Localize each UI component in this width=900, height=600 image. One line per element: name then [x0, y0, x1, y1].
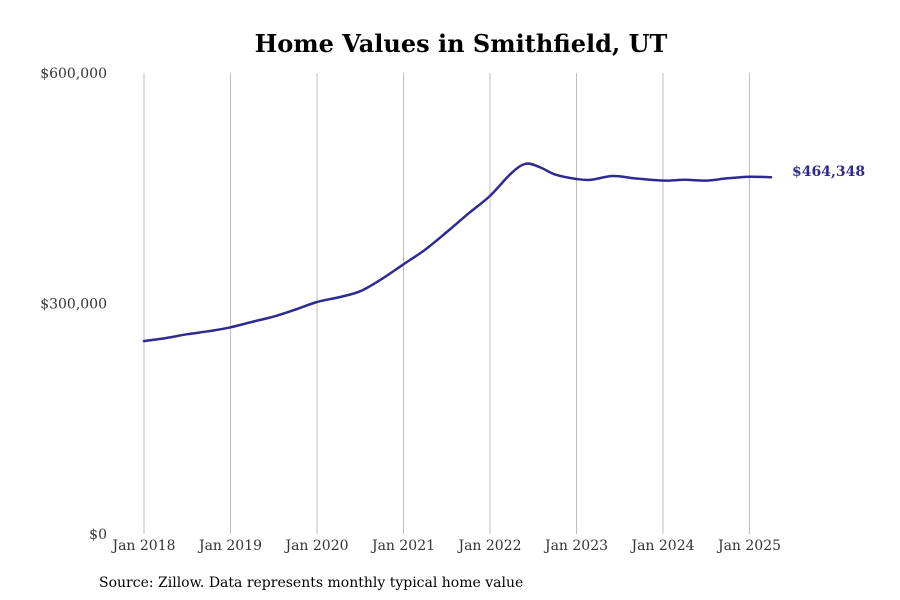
x-tick-label: Jan 2018 [110, 538, 175, 554]
x-tick-label: Jan 2020 [283, 538, 348, 554]
x-tick-label: Jan 2022 [456, 538, 521, 554]
x-tick-label: Jan 2025 [716, 538, 781, 554]
x-tick-label: Jan 2021 [370, 538, 435, 554]
x-tick-label: Jan 2024 [629, 538, 694, 554]
x-tick-label: Jan 2023 [543, 538, 608, 554]
source-note: Source: Zillow. Data represents monthly … [99, 575, 523, 591]
y-axis-ticks: $0 $300,000 $600,000 [40, 66, 107, 543]
y-tick-label: $0 [89, 527, 107, 543]
x-axis-ticks: Jan 2018 Jan 2019 Jan 2020 Jan 2021 Jan 2022… [110, 538, 781, 554]
last-value-label: $464,348 [792, 164, 865, 180]
x-tick-label: Jan 2019 [197, 538, 262, 554]
series-line [142, 162, 773, 343]
y-tick-label: $600,000 [40, 66, 107, 82]
chart-title: Home Values in Smithfield, UT [255, 29, 668, 58]
y-tick-label: $300,000 [40, 297, 107, 313]
gridlines [143, 73, 750, 534]
